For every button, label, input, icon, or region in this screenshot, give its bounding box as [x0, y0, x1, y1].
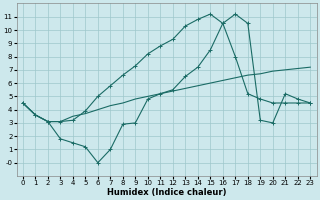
X-axis label: Humidex (Indice chaleur): Humidex (Indice chaleur)	[107, 188, 226, 197]
